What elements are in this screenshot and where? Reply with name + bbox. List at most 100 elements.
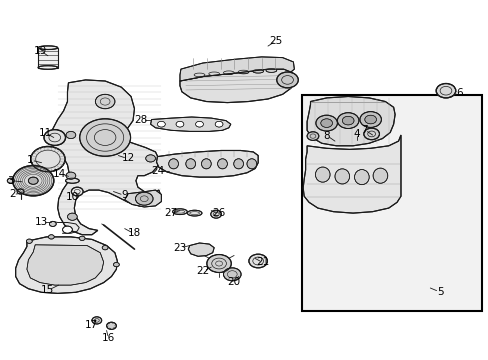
Circle shape xyxy=(223,268,241,281)
Ellipse shape xyxy=(168,159,178,169)
Text: 10: 10 xyxy=(66,192,79,202)
Ellipse shape xyxy=(252,69,263,73)
Text: 22: 22 xyxy=(196,266,209,276)
Circle shape xyxy=(306,132,318,140)
Text: 28: 28 xyxy=(134,114,147,125)
Text: 5: 5 xyxy=(436,287,443,297)
Circle shape xyxy=(26,239,32,243)
Polygon shape xyxy=(51,80,161,235)
Circle shape xyxy=(28,177,38,184)
Bar xyxy=(38,48,58,68)
Bar xyxy=(302,95,481,311)
Circle shape xyxy=(337,113,358,129)
Text: 19: 19 xyxy=(33,46,47,56)
Circle shape xyxy=(359,112,381,127)
Circle shape xyxy=(106,322,116,329)
Ellipse shape xyxy=(265,69,276,72)
Ellipse shape xyxy=(246,159,256,169)
Text: 15: 15 xyxy=(41,285,55,295)
Text: 4: 4 xyxy=(353,129,360,139)
Ellipse shape xyxy=(210,210,221,218)
Polygon shape xyxy=(150,117,230,131)
Polygon shape xyxy=(27,245,103,285)
Ellipse shape xyxy=(38,66,58,69)
Ellipse shape xyxy=(233,159,243,169)
Polygon shape xyxy=(124,190,161,207)
Circle shape xyxy=(435,84,455,98)
Polygon shape xyxy=(303,135,400,213)
Circle shape xyxy=(7,178,14,183)
Ellipse shape xyxy=(194,73,204,77)
Circle shape xyxy=(62,226,72,233)
Text: 24: 24 xyxy=(150,166,164,176)
Text: 18: 18 xyxy=(127,228,141,238)
Ellipse shape xyxy=(185,159,195,169)
Text: 7: 7 xyxy=(360,125,367,135)
Polygon shape xyxy=(16,237,117,293)
Polygon shape xyxy=(306,96,394,146)
Circle shape xyxy=(48,235,54,239)
Ellipse shape xyxy=(315,167,329,182)
Circle shape xyxy=(195,121,203,127)
Circle shape xyxy=(320,119,332,127)
Circle shape xyxy=(79,236,85,240)
Ellipse shape xyxy=(354,170,368,185)
Circle shape xyxy=(215,121,223,127)
Ellipse shape xyxy=(238,70,248,74)
Ellipse shape xyxy=(187,210,202,216)
Polygon shape xyxy=(180,57,294,81)
Circle shape xyxy=(102,246,108,250)
Text: 23: 23 xyxy=(173,243,186,253)
Circle shape xyxy=(95,94,115,109)
Circle shape xyxy=(176,121,183,127)
Circle shape xyxy=(66,172,76,179)
Ellipse shape xyxy=(208,72,219,76)
Circle shape xyxy=(113,262,119,267)
Circle shape xyxy=(44,130,65,145)
Ellipse shape xyxy=(172,209,187,215)
Circle shape xyxy=(17,189,24,194)
Ellipse shape xyxy=(372,168,387,183)
Circle shape xyxy=(206,255,231,273)
Ellipse shape xyxy=(217,159,227,169)
Circle shape xyxy=(276,72,298,88)
Circle shape xyxy=(315,115,337,131)
Circle shape xyxy=(71,187,83,196)
Circle shape xyxy=(145,155,155,162)
Text: 2: 2 xyxy=(9,189,16,199)
Polygon shape xyxy=(180,69,294,103)
Text: 12: 12 xyxy=(121,153,135,163)
Ellipse shape xyxy=(223,71,234,75)
Circle shape xyxy=(66,131,76,139)
Text: 3: 3 xyxy=(7,176,14,186)
Text: 1: 1 xyxy=(27,155,34,165)
Circle shape xyxy=(135,192,153,205)
Circle shape xyxy=(49,221,56,226)
Ellipse shape xyxy=(38,46,58,50)
Text: 6: 6 xyxy=(455,88,462,98)
Text: 25: 25 xyxy=(269,36,283,46)
Ellipse shape xyxy=(201,159,211,169)
Text: 20: 20 xyxy=(227,276,240,287)
Circle shape xyxy=(342,116,353,125)
Text: 21: 21 xyxy=(256,257,269,267)
Text: 16: 16 xyxy=(102,333,115,343)
Circle shape xyxy=(92,317,102,324)
Circle shape xyxy=(364,115,376,124)
Text: 13: 13 xyxy=(35,217,48,228)
Circle shape xyxy=(363,128,379,140)
Circle shape xyxy=(80,119,130,156)
Text: 8: 8 xyxy=(323,131,329,141)
Circle shape xyxy=(67,213,77,220)
Text: 27: 27 xyxy=(164,208,178,218)
Polygon shape xyxy=(188,243,214,256)
Ellipse shape xyxy=(65,178,79,183)
Text: 14: 14 xyxy=(53,168,66,179)
Circle shape xyxy=(157,121,165,127)
Text: 26: 26 xyxy=(212,208,225,218)
Text: 17: 17 xyxy=(85,320,99,330)
Circle shape xyxy=(13,166,54,196)
Text: 11: 11 xyxy=(38,128,52,138)
Polygon shape xyxy=(156,150,258,177)
Text: 9: 9 xyxy=(121,190,128,200)
